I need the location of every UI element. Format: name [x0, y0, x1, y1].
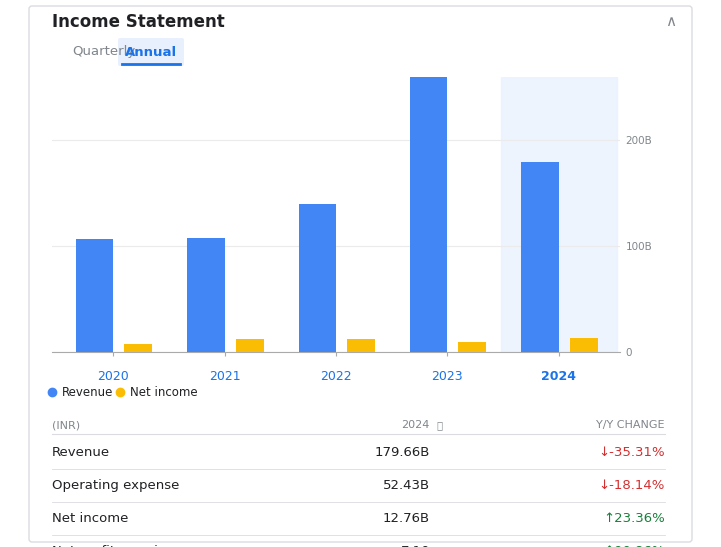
Text: 12.76B: 12.76B: [383, 512, 430, 525]
Text: 2024: 2024: [541, 370, 576, 383]
Bar: [459, 342, 487, 352]
Bar: [187, 238, 225, 352]
Text: Net profit margin: Net profit margin: [52, 545, 167, 547]
Text: Net income: Net income: [130, 386, 198, 399]
Text: 179.66B: 179.66B: [375, 446, 430, 459]
Text: ↑90.86%: ↑90.86%: [603, 545, 665, 547]
FancyBboxPatch shape: [29, 6, 692, 542]
Bar: [521, 161, 559, 352]
Text: Annual: Annual: [125, 45, 177, 59]
Text: Revenue: Revenue: [52, 446, 110, 459]
Text: ↑23.36%: ↑23.36%: [603, 512, 665, 525]
Text: 2023: 2023: [432, 370, 463, 383]
Bar: [298, 204, 336, 352]
Text: ↓-35.31%: ↓-35.31%: [598, 446, 665, 459]
Text: Quarterly: Quarterly: [72, 45, 136, 59]
Text: ↓-18.14%: ↓-18.14%: [598, 479, 665, 492]
Bar: [501, 77, 616, 352]
Text: Income Statement: Income Statement: [52, 13, 225, 31]
Text: ⓘ: ⓘ: [434, 420, 443, 430]
Text: Y/Y CHANGE: Y/Y CHANGE: [596, 420, 665, 430]
Text: 2020: 2020: [97, 370, 129, 383]
Bar: [236, 339, 264, 352]
Bar: [570, 338, 598, 352]
Bar: [124, 344, 152, 352]
Bar: [410, 61, 447, 352]
Text: (INR): (INR): [52, 420, 80, 430]
Text: 7.10: 7.10: [400, 545, 430, 547]
Text: 52.43B: 52.43B: [383, 479, 430, 492]
FancyBboxPatch shape: [118, 38, 184, 66]
Text: 2021: 2021: [209, 370, 240, 383]
Bar: [76, 239, 113, 352]
Bar: [347, 339, 375, 352]
Text: Revenue: Revenue: [62, 386, 113, 399]
Text: Operating expense: Operating expense: [52, 479, 180, 492]
Text: Net income: Net income: [52, 512, 128, 525]
Text: 2022: 2022: [320, 370, 352, 383]
Text: 2024: 2024: [402, 420, 430, 430]
Text: ∧: ∧: [665, 15, 676, 30]
